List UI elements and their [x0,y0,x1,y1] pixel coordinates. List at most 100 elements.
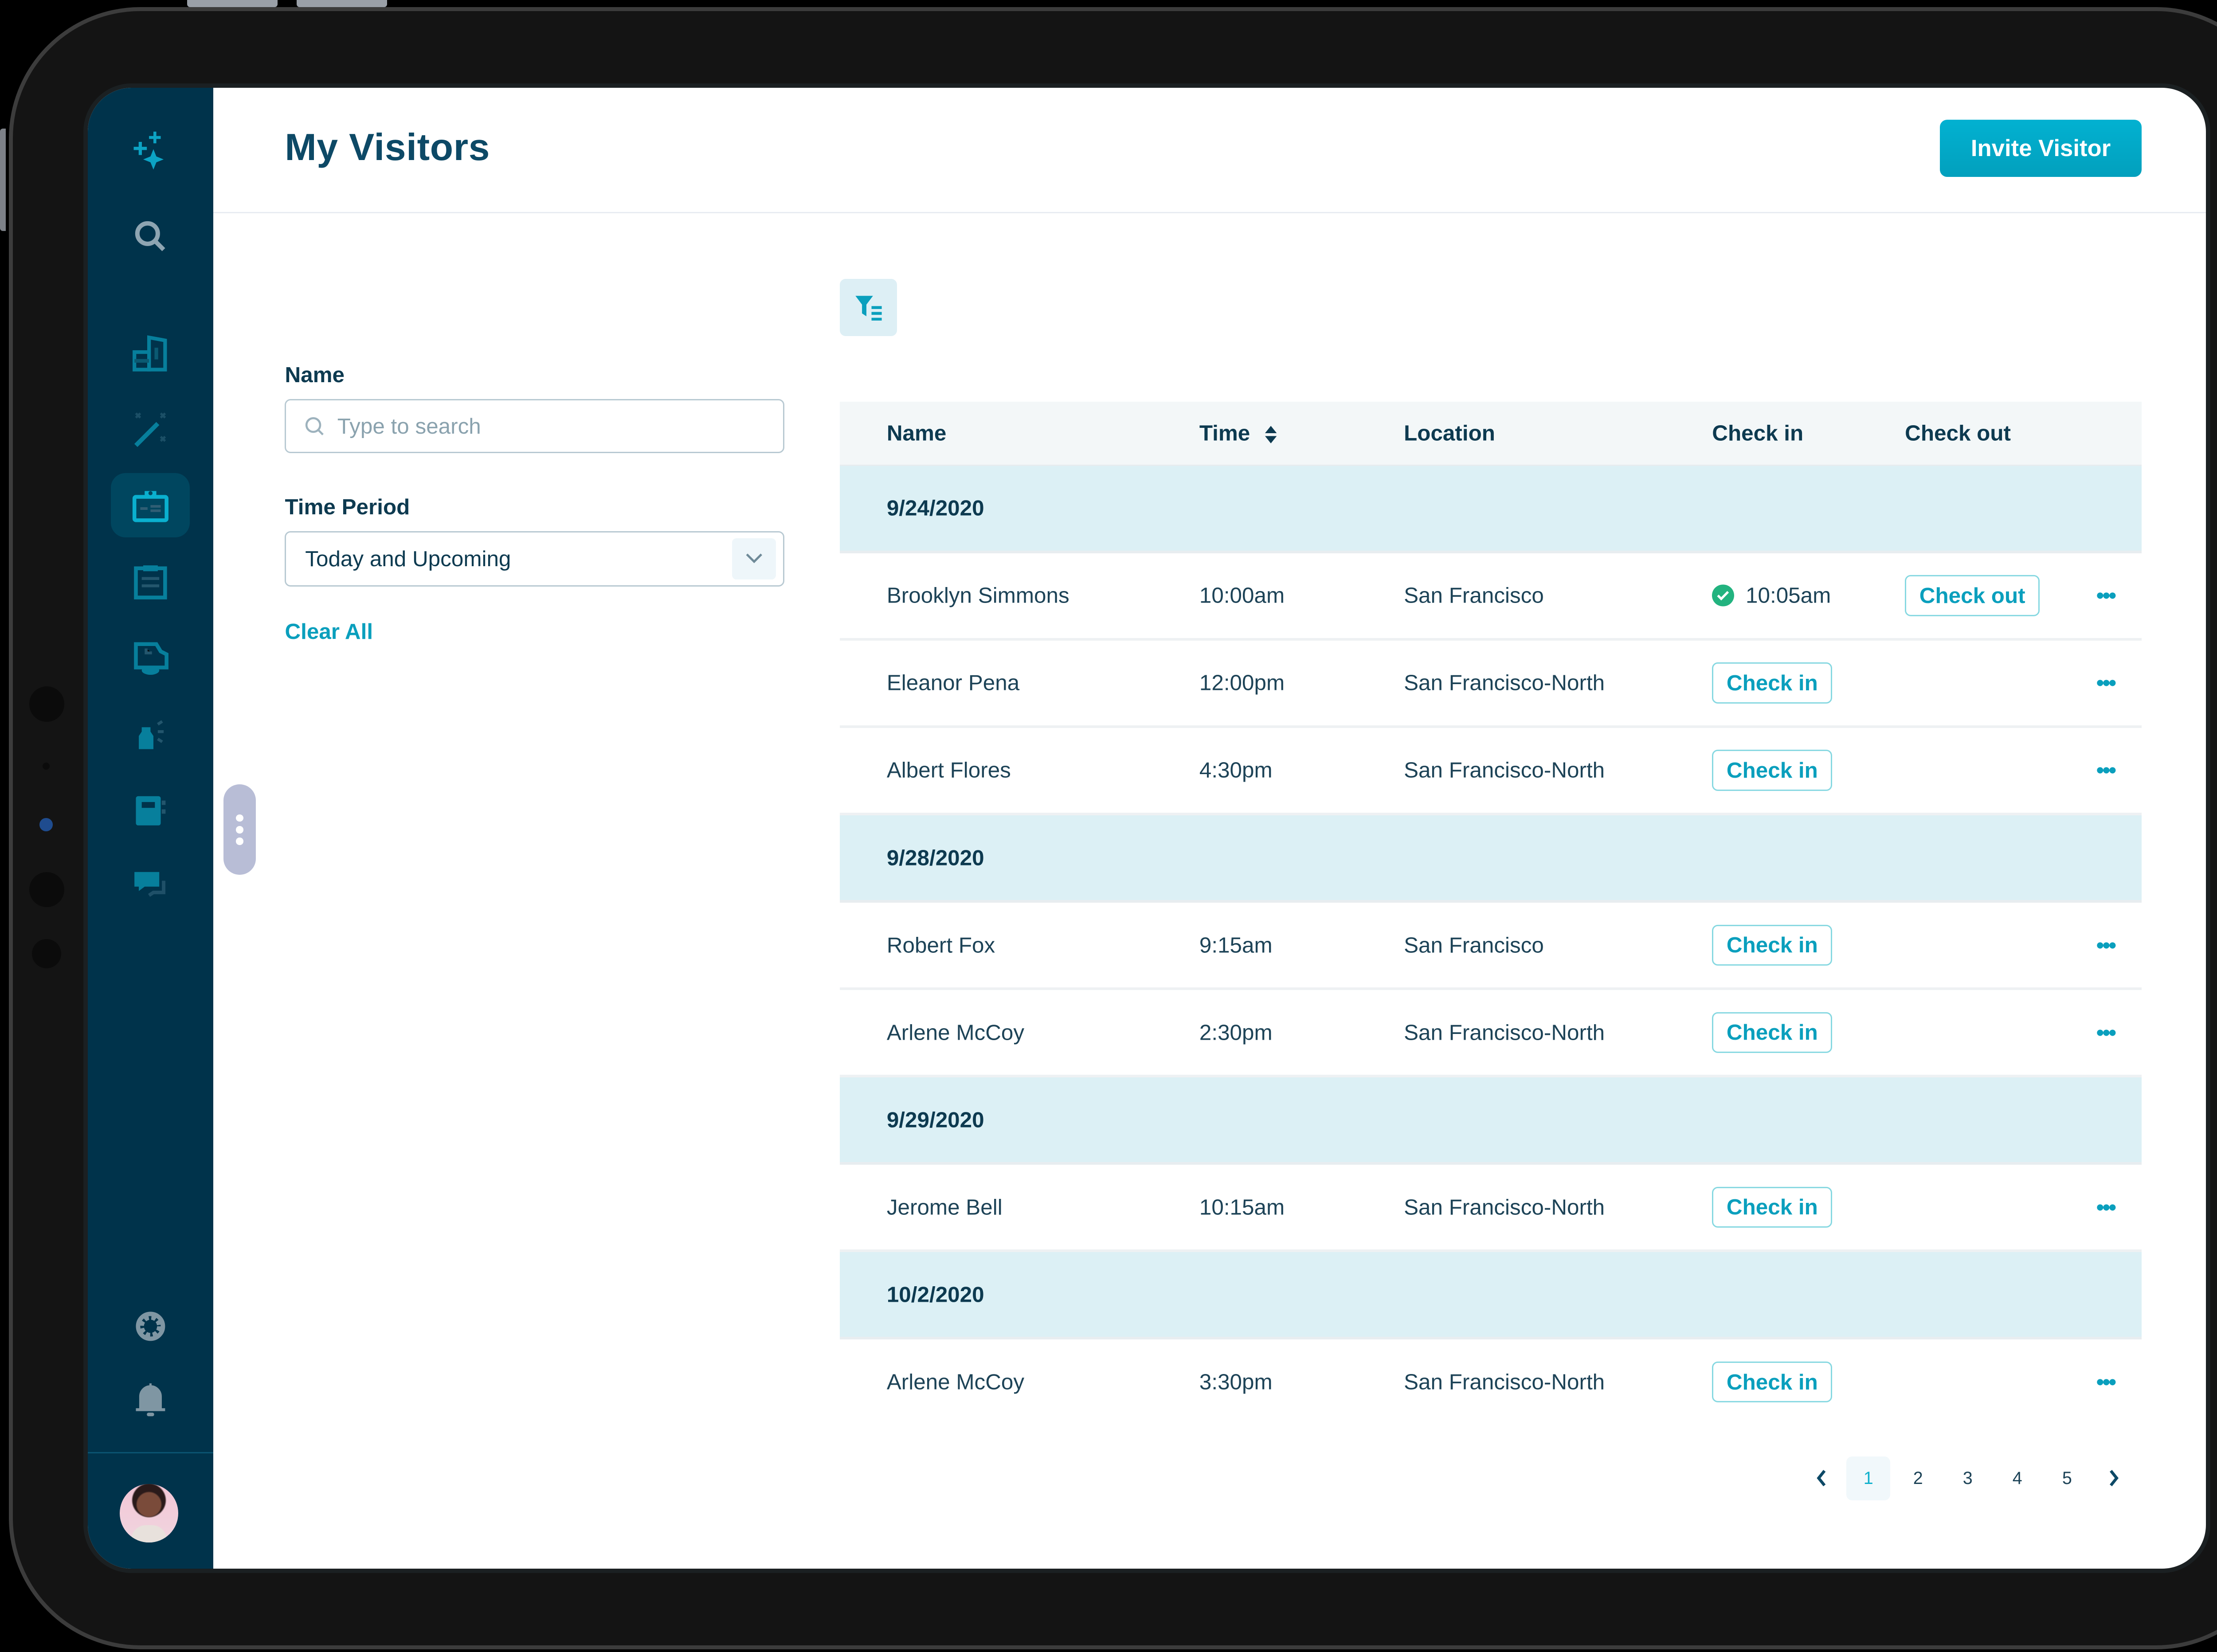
sidebar-item-messages[interactable] [111,853,190,917]
sidebar-item-settings[interactable] [111,1294,190,1358]
group-date: 10/2/2020 [886,1282,984,1307]
sidebar-item-tasks[interactable] [111,549,190,614]
check-in-button[interactable]: Check in [1712,1361,1833,1403]
name-search-field[interactable] [285,399,785,454]
magic-wand-icon [134,412,166,447]
check-in-button[interactable]: Check in [1712,750,1833,791]
page-header: My Visitors Invite Visitor [213,88,2206,213]
visitors-table: Name Time Location Check in Check out 9/… [840,402,2142,1425]
table-row: Brooklyn Simmons 10:00am San Francisco 1… [840,553,2142,641]
chevron-left-icon [1817,1470,1826,1487]
sidebar-item-buildings[interactable] [111,321,190,386]
chevron-right-icon [2110,1470,2119,1487]
table-header: Name Time Location Check in Check out [840,402,2142,466]
spray-bottle-icon [138,720,164,750]
device-sensor [29,872,64,907]
sidebar-item-directory[interactable] [111,777,190,842]
table-row: Albert Flores 4:30pm San Francisco-North… [840,728,2142,815]
column-header-location[interactable]: Location [1404,421,1495,446]
table-row: Arlene McCoy 3:30pm San Francisco-North … [840,1339,2141,1424]
invite-visitor-button[interactable]: Invite Visitor [1940,120,2142,177]
more-options-icon[interactable]: ••• [2096,933,2116,958]
sparkles-icon [133,131,164,170]
check-in-button[interactable]: Check in [1712,924,1833,966]
sidebar-item-cleaning[interactable] [111,701,190,765]
sidebar-item-visitors[interactable] [111,473,190,538]
page-title: My Visitors [285,126,490,169]
more-options-icon[interactable]: ••• [2096,1195,2116,1220]
device-volume-button [296,0,388,8]
app-screen: My Visitors Invite Visitor Name Time Per… [87,87,2206,1569]
id-badge-icon [132,490,168,522]
clipboard-icon [134,565,167,599]
sidebar-item-tools[interactable] [111,397,190,462]
column-header-check-out[interactable]: Check out [1905,421,2011,446]
search-icon [135,221,165,251]
sort-icon[interactable] [1265,426,1277,444]
visit-location: San Francisco-North [1404,1020,1605,1045]
check-in-time: 10:05am [1746,583,1831,608]
more-options-icon[interactable]: ••• [2096,1020,2116,1045]
device-sensor [42,762,50,770]
page-3[interactable]: 3 [1962,1468,1973,1488]
previous-page-button[interactable] [1800,1456,1844,1500]
check-in-button[interactable]: Check in [1712,662,1833,704]
date-group-row: 10/2/2020 [840,1252,2142,1340]
group-date: 9/29/2020 [886,1108,984,1132]
name-filter-label: Name [285,363,345,388]
device-side-button [0,128,6,231]
clear-all-link[interactable]: Clear All [285,619,373,644]
more-options-icon[interactable]: ••• [2096,583,2116,608]
check-in-button[interactable]: Check in [1712,1186,1833,1228]
panel-resize-handle[interactable] [223,784,256,875]
date-group-row: 9/24/2020 [840,466,2142,553]
column-header-check-in[interactable]: Check in [1712,421,1804,446]
filter-panel: Name Time Period Today and Upcoming Clea… [285,362,785,644]
visit-time: 12:00pm [1199,670,1285,695]
device-sensor [32,939,62,969]
name-search-input[interactable] [334,412,749,441]
visit-time: 4:30pm [1199,758,1273,783]
time-period-value: Today and Upcoming [305,546,511,571]
more-options-icon[interactable]: ••• [2096,670,2116,695]
table-row: Jerome Bell 10:15am San Francisco-North … [840,1165,2142,1253]
sidebar-item-home[interactable] [111,117,190,181]
visitor-name: Robert Fox [886,933,995,958]
visit-time: 9:15am [1199,933,1273,958]
page-1[interactable]: 1 [1846,1456,1891,1500]
more-options-icon[interactable]: ••• [2096,758,2116,783]
sidebar-item-notifications[interactable] [111,1367,190,1432]
group-date: 9/28/2020 [886,846,984,870]
column-header-name[interactable]: Name [886,421,947,446]
device-volume-button [187,0,278,8]
page-2[interactable]: 2 [1913,1468,1923,1488]
time-period-label: Time Period [285,494,410,519]
search-icon [305,417,324,435]
filter-toggle-button[interactable] [840,279,897,336]
next-page-button[interactable] [2092,1456,2136,1500]
user-avatar[interactable] [120,1484,178,1543]
visit-location: San Francisco-North [1404,670,1605,695]
visitor-name: Arlene McCoy [886,1370,1025,1394]
visit-location: San Francisco-North [1404,758,1605,783]
sidebar-divider [87,1452,213,1454]
check-out-button[interactable]: Check out [1905,575,2040,616]
sidebar-item-deliveries[interactable] [111,625,190,689]
page-5[interactable]: 5 [2062,1468,2072,1488]
table-row: Arlene McCoy 2:30pm San Francisco-North … [840,990,2142,1078]
time-period-select[interactable]: Today and Upcoming [285,531,785,587]
sidebar-item-search[interactable] [111,204,190,269]
check-circle-icon [1712,584,1734,607]
check-in-button[interactable]: Check in [1712,1012,1833,1053]
building-icon [132,335,167,372]
table-row: Robert Fox 9:15am San Francisco Check in… [840,903,2142,990]
more-options-icon[interactable]: ••• [2096,1370,2116,1394]
bell-icon [136,1383,165,1417]
column-header-time[interactable]: Time [1199,420,1277,446]
book-icon [136,796,166,826]
sidebar [87,87,213,1569]
page-4[interactable]: 4 [2012,1468,2022,1488]
device-camera [39,818,53,831]
filter-list-icon [855,296,882,321]
